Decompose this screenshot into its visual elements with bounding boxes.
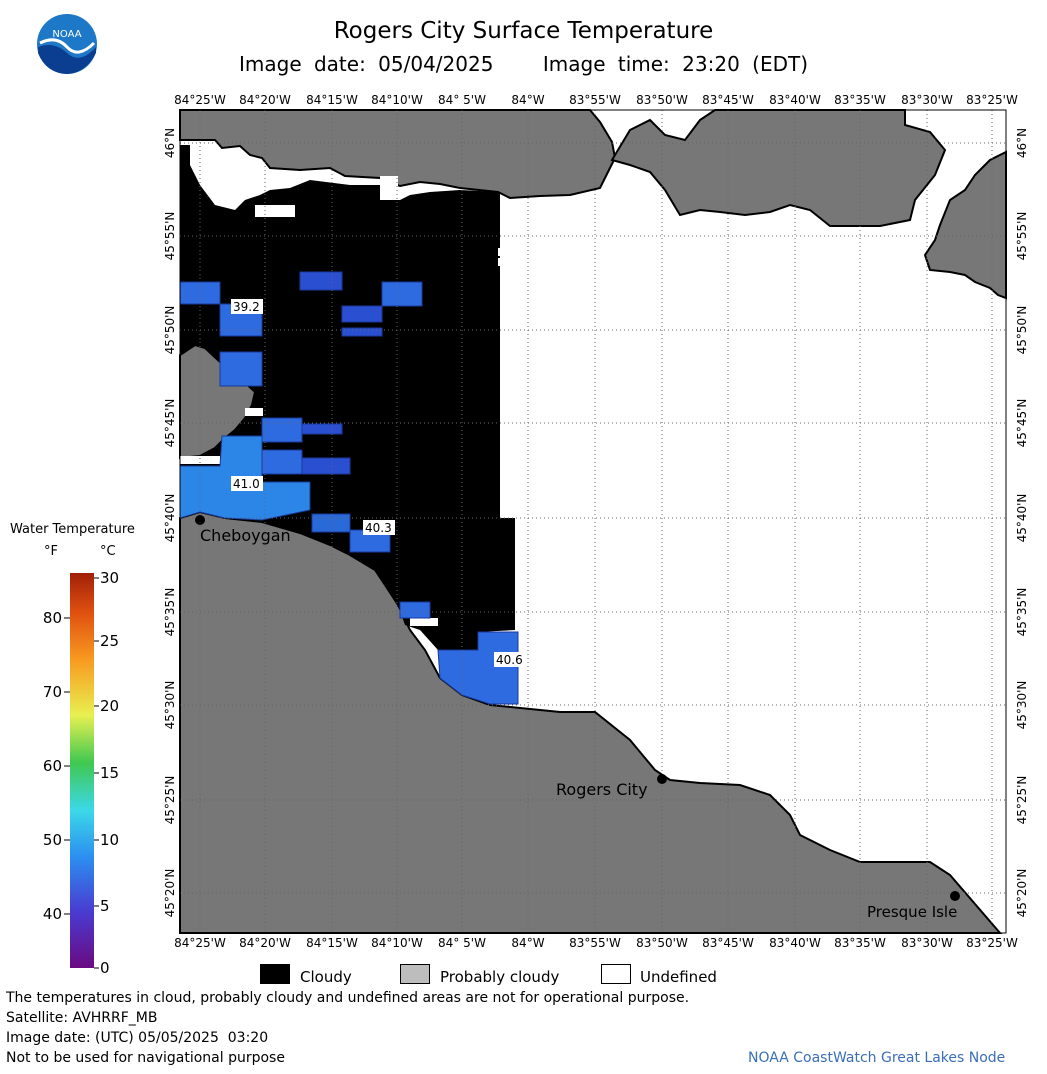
colorbar-tick-f: 70 xyxy=(43,683,62,701)
place-label-cheboygan: Cheboygan xyxy=(200,526,291,545)
footer-image-date: Image date: (UTC) 05/05/2025 03:20 xyxy=(6,1030,269,1046)
land-east xyxy=(923,150,1007,300)
lon-label-bottom: 84°W xyxy=(511,936,544,950)
lat-label-right: 45°45'N xyxy=(1015,399,1029,448)
legend-label-probably-cloudy: Probably cloudy xyxy=(440,968,560,986)
lon-label-top: 83°55'W xyxy=(569,93,621,107)
legend-swatch-undefined xyxy=(601,964,631,984)
rogers-city-dot xyxy=(657,774,667,784)
lat-label-right: 45°30'N xyxy=(1015,681,1029,730)
place-label-presque-isle: Presque Isle xyxy=(867,903,957,921)
legend-swatch-cloudy xyxy=(260,964,290,984)
legend-label-undefined: Undefined xyxy=(640,968,717,986)
lon-label-bottom: 83°30'W xyxy=(901,936,953,950)
colorbar-tick-c: 10 xyxy=(100,831,119,849)
lon-label-top: 84°W xyxy=(511,93,544,107)
lon-label-top: 83°35'W xyxy=(834,93,886,107)
lat-label-left: 45°50'N xyxy=(163,306,177,355)
cloud-area xyxy=(180,145,515,650)
colorbar-tick-f: 80 xyxy=(43,609,62,627)
lat-label-right: 45°50'N xyxy=(1015,306,1029,355)
lon-label-top: 84° 5'W xyxy=(438,93,486,107)
lat-label-left: 45°40'N xyxy=(163,494,177,543)
lon-label-bottom: 83°55'W xyxy=(569,936,621,950)
land-south xyxy=(179,510,1003,934)
lon-label-bottom: 83°45'W xyxy=(702,936,754,950)
lat-label-left: 46°N xyxy=(163,128,177,158)
colorbar-tick-c: 25 xyxy=(100,632,119,650)
temperature-labels: 39.2 41.0 40.3 40.6 xyxy=(231,299,526,667)
lat-label-right: 45°20'N xyxy=(1015,869,1029,918)
page-title: Rogers City Surface Temperature xyxy=(333,18,714,44)
lat-label-right: 45°40'N xyxy=(1015,494,1029,543)
lon-label-top: 83°25'W xyxy=(966,93,1018,107)
colorbar-tick-c: 0 xyxy=(100,959,110,977)
lat-label-right: 46°N xyxy=(1015,128,1029,158)
lon-label-bottom: 83°40'W xyxy=(769,936,821,950)
legend-swatch-probably-cloudy xyxy=(400,964,430,984)
image-date-time: Image date: 05/04/2025 Image time: 23:20… xyxy=(238,52,809,76)
lat-label-left: 45°20'N xyxy=(163,869,177,918)
lon-label-top: 83°50'W xyxy=(636,93,688,107)
lon-label-bottom: 84° 5'W xyxy=(438,936,486,950)
lon-label-top: 83°40'W xyxy=(769,93,821,107)
colorbar-tick-f: 40 xyxy=(43,905,62,923)
lat-label-right: 45°25'N xyxy=(1015,776,1029,825)
lon-label-top: 84°25'W xyxy=(174,93,226,107)
colorbar-tick-c: 20 xyxy=(100,697,119,715)
lon-label-top: 84°10'W xyxy=(371,93,423,107)
colorbar-tick-c: 5 xyxy=(100,897,110,915)
lon-label-bottom: 84°25'W xyxy=(174,936,226,950)
lon-label-bottom: 84°20'W xyxy=(239,936,291,950)
noaa-logo: NOAA xyxy=(36,13,98,75)
svg-text:NOAA: NOAA xyxy=(52,29,81,40)
lon-label-bottom: 83°25'W xyxy=(966,936,1018,950)
footer-satellite: Satellite: AVHRRF_MB xyxy=(6,1010,158,1026)
colorbar-tick-c: 30 xyxy=(100,569,119,587)
colorbar-tick-c: 15 xyxy=(100,764,119,782)
temp-label-4: 40.6 xyxy=(496,653,523,667)
lon-label-bottom: 84°10'W xyxy=(371,936,423,950)
lon-label-bottom: 84°15'W xyxy=(306,936,358,950)
colorbar-tick-f: 60 xyxy=(43,757,62,775)
colorbar-tick-f: 50 xyxy=(43,831,62,849)
temp-label-2: 41.0 xyxy=(233,477,260,491)
lon-label-bottom: 83°50'W xyxy=(636,936,688,950)
lat-label-left: 45°25'N xyxy=(163,776,177,825)
footer-navigation-warning: Not to be used for navigational purpose xyxy=(6,1050,285,1066)
temp-label-3: 40.3 xyxy=(365,521,392,535)
temp-label-1: 39.2 xyxy=(233,300,260,314)
place-markers: Cheboygan Rogers City Presque Isle xyxy=(195,515,960,921)
cheboygan-dot xyxy=(195,515,205,525)
footer-disclaimer: The temperatures in cloud, probably clou… xyxy=(6,990,690,1006)
place-label-rogers-city: Rogers City xyxy=(556,780,648,799)
lon-label-top: 84°15'W xyxy=(306,93,358,107)
colorbar-unit-f: °F xyxy=(44,544,58,559)
land-northeast xyxy=(610,109,947,227)
legend-label-cloudy: Cloudy xyxy=(300,968,352,986)
footer-credit: NOAA CoastWatch Great Lakes Node xyxy=(748,1050,1006,1066)
lat-label-left: 45°55'N xyxy=(163,212,177,261)
colorbar-title: Water Temperature xyxy=(10,522,135,537)
legend: Cloudy Probably cloudy Undefined xyxy=(0,962,1047,988)
lon-label-bottom: 83°35'W xyxy=(834,936,886,950)
lon-label-top: 84°20'W xyxy=(239,93,291,107)
colorbar-unit-c: °C xyxy=(100,544,116,559)
lat-label-right: 45°35'N xyxy=(1015,588,1029,637)
lon-label-top: 83°45'W xyxy=(702,93,754,107)
lat-label-right: 45°55'N xyxy=(1015,212,1029,261)
lat-label-left: 45°35'N xyxy=(163,588,177,637)
lat-label-left: 45°30'N xyxy=(163,681,177,730)
lon-label-top: 83°30'W xyxy=(901,93,953,107)
lat-label-left: 45°45'N xyxy=(163,399,177,448)
presque-isle-dot xyxy=(950,891,960,901)
